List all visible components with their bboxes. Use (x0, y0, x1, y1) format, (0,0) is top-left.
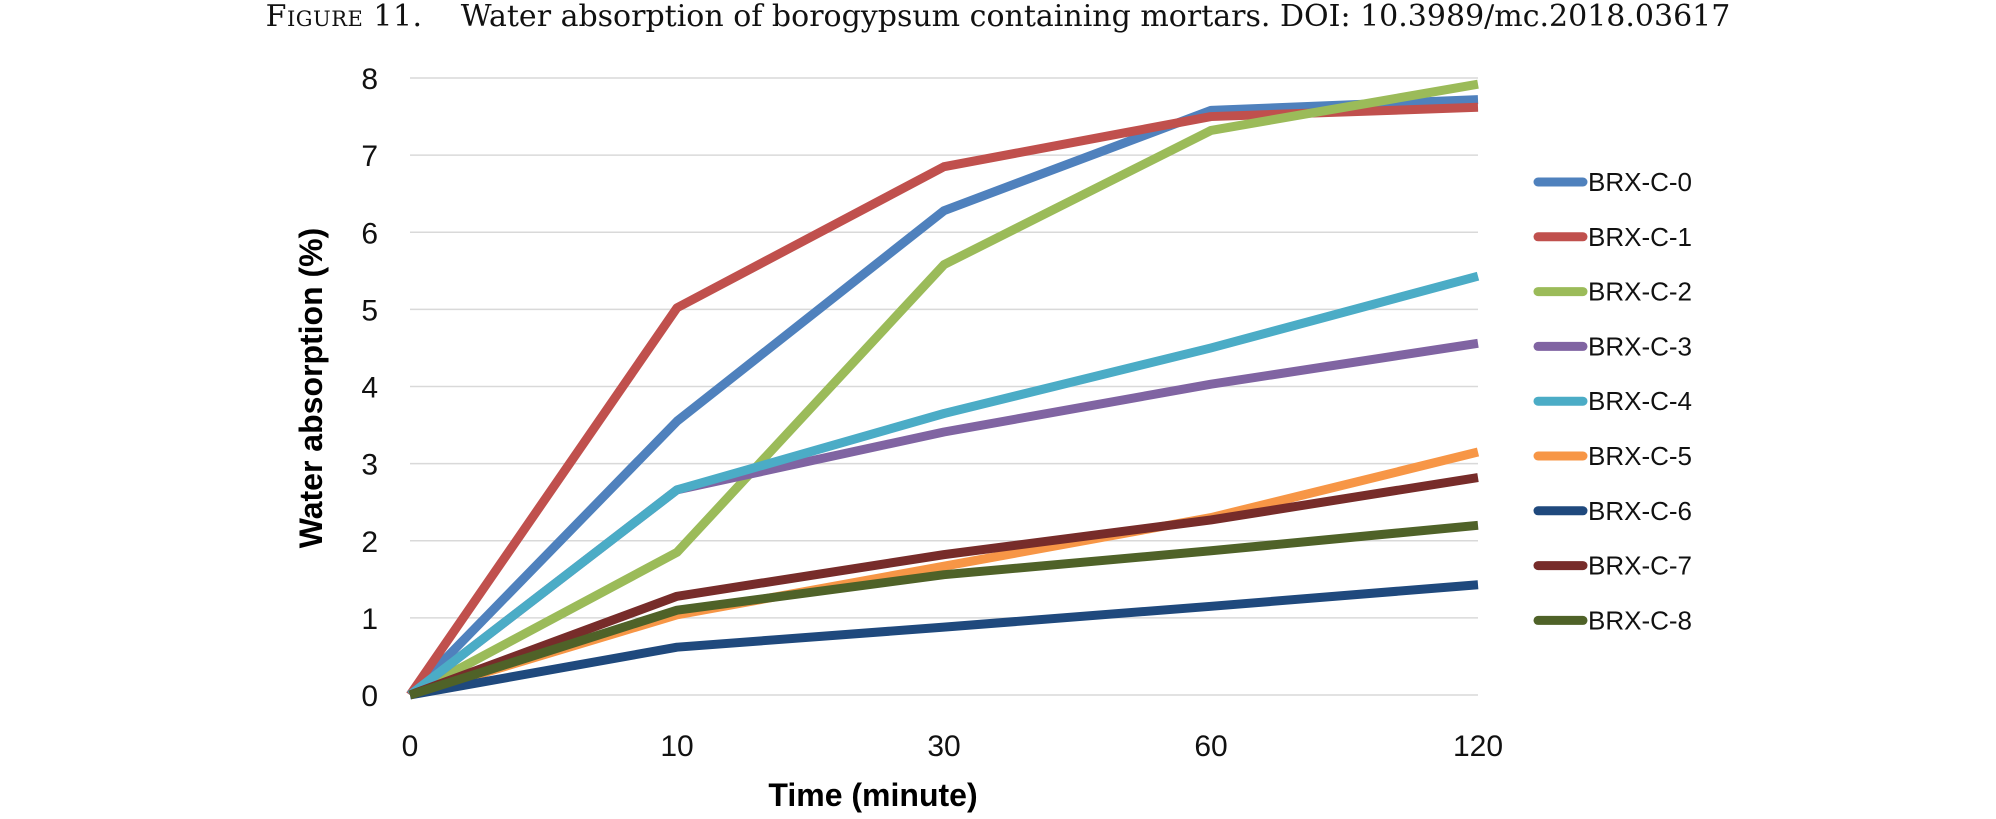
x-tick-label: 10 (660, 730, 693, 763)
series-line-brx-c-2 (407, 79, 1479, 699)
series-line-brx-c-7 (408, 473, 1479, 700)
legend-label: BRX-C-0 (1588, 167, 1692, 197)
figure-caption-text: Water absorption of borogypsum containin… (460, 0, 1731, 34)
x-axis-ticks: 0 10 30 60 120 (402, 730, 1503, 763)
y-tick-label: 3 (361, 449, 378, 482)
legend: BRX-C-0 BRX-C-1 BRX-C-2 BRX-C-3 BRX-C-4 BRX-C… (1533, 167, 1692, 635)
gridlines (410, 77, 1478, 696)
y-tick-label: 7 (361, 140, 378, 173)
legend-label: BRX-C-7 (1588, 551, 1692, 581)
x-tick-label: 60 (1194, 730, 1227, 763)
y-tick-label: 8 (361, 63, 378, 96)
x-tick-label: 0 (402, 730, 419, 763)
y-axis-title: Water absorption (%) (293, 228, 329, 549)
y-tick-label: 2 (361, 526, 378, 559)
legend-label: BRX-C-5 (1588, 441, 1692, 471)
legend-label: BRX-C-2 (1588, 277, 1692, 307)
y-tick-label: 5 (361, 294, 378, 327)
x-axis-title: Time (minute) (768, 777, 977, 813)
y-tick-label: 0 (361, 680, 378, 713)
series-line-brx-c-8 (408, 520, 1479, 700)
legend-label: BRX-C-3 (1588, 331, 1692, 361)
y-tick-label: 6 (361, 217, 378, 250)
legend-label: BRX-C-8 (1588, 605, 1692, 635)
x-tick-label: 30 (927, 730, 960, 763)
series-line-brx-c-0 (406, 95, 1479, 699)
figure-number: Figure 11. (265, 0, 423, 34)
y-tick-label: 4 (361, 372, 378, 405)
legend-label: BRX-C-4 (1588, 386, 1692, 416)
series-line-brx-c-6 (409, 580, 1479, 700)
series-line-brx-c-4 (407, 271, 1480, 699)
legend-label: BRX-C-6 (1588, 496, 1692, 526)
series-lines (406, 79, 1480, 700)
y-axis-ticks: 0 1 2 3 4 5 6 7 8 (361, 63, 378, 713)
x-tick-label: 120 (1453, 730, 1503, 763)
y-tick-label: 1 (361, 603, 378, 636)
figure-caption: Figure 11. Water absorption of borogypsu… (0, 0, 1996, 34)
legend-label: BRX-C-1 (1588, 222, 1692, 252)
